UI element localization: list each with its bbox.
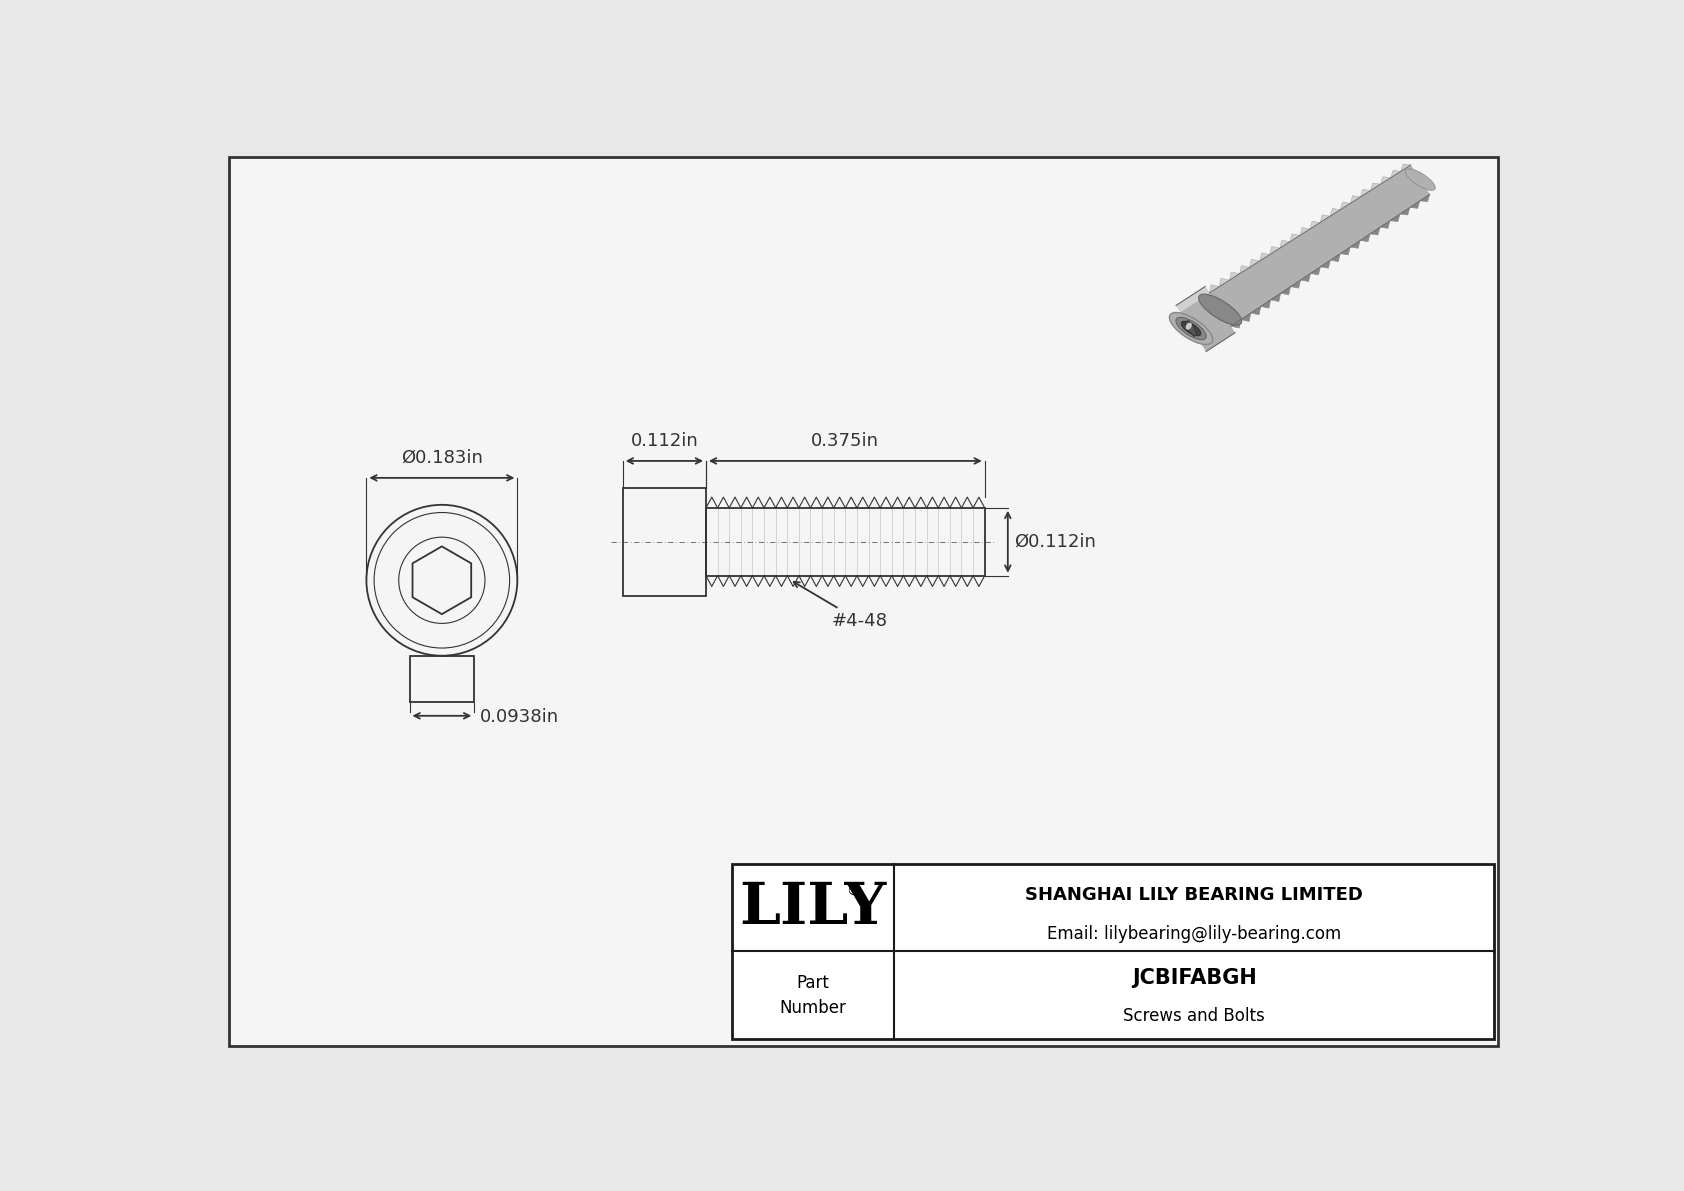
Polygon shape: [1330, 254, 1340, 262]
Text: 0.112in: 0.112in: [630, 432, 699, 450]
Polygon shape: [1290, 233, 1300, 242]
Text: Screws and Bolts: Screws and Bolts: [1123, 1008, 1265, 1025]
Text: Email: lilybearing@lily-bearing.com: Email: lilybearing@lily-bearing.com: [1047, 925, 1340, 943]
Polygon shape: [1420, 194, 1430, 201]
Text: 0.375in: 0.375in: [812, 432, 879, 450]
Polygon shape: [1270, 247, 1280, 255]
Text: 0.0938in: 0.0938in: [480, 709, 559, 727]
Polygon shape: [1186, 320, 1197, 336]
Polygon shape: [1251, 306, 1261, 314]
Ellipse shape: [1199, 294, 1241, 325]
Polygon shape: [1239, 266, 1250, 274]
Polygon shape: [1209, 285, 1219, 293]
Text: JCBIFABGH: JCBIFABGH: [1132, 968, 1256, 987]
Ellipse shape: [1175, 317, 1206, 339]
Polygon shape: [1410, 201, 1420, 208]
Polygon shape: [1290, 280, 1300, 288]
Polygon shape: [1280, 241, 1290, 248]
Polygon shape: [1209, 166, 1430, 326]
Polygon shape: [1320, 261, 1330, 268]
Polygon shape: [1361, 233, 1371, 242]
Polygon shape: [1229, 272, 1239, 280]
Bar: [623, 488, 706, 596]
Polygon shape: [1241, 313, 1251, 322]
Polygon shape: [1320, 214, 1330, 223]
Polygon shape: [1300, 227, 1310, 236]
Polygon shape: [1351, 241, 1361, 248]
Bar: [706, 507, 985, 575]
Polygon shape: [1175, 287, 1234, 351]
Polygon shape: [1261, 300, 1271, 308]
Text: Ø0.183in: Ø0.183in: [401, 449, 483, 467]
Polygon shape: [1310, 222, 1320, 229]
Polygon shape: [1280, 287, 1290, 295]
Polygon shape: [1271, 293, 1280, 301]
Text: Ø0.112in: Ø0.112in: [1014, 532, 1096, 550]
Polygon shape: [1340, 202, 1351, 210]
Bar: [409, 656, 475, 701]
Polygon shape: [1391, 170, 1401, 177]
Polygon shape: [1351, 195, 1361, 204]
Polygon shape: [1250, 260, 1260, 268]
Polygon shape: [1381, 176, 1391, 185]
Polygon shape: [1361, 189, 1371, 197]
Polygon shape: [1401, 164, 1411, 172]
Ellipse shape: [1186, 323, 1192, 330]
Polygon shape: [1231, 319, 1241, 328]
Ellipse shape: [1406, 169, 1435, 191]
Bar: [733, 863, 1494, 1040]
Text: LILY: LILY: [739, 879, 886, 935]
Polygon shape: [1399, 207, 1410, 216]
Polygon shape: [1300, 274, 1310, 281]
Text: SHANGHAI LILY BEARING LIMITED: SHANGHAI LILY BEARING LIMITED: [1026, 886, 1362, 904]
Polygon shape: [1371, 183, 1381, 191]
Ellipse shape: [1180, 322, 1201, 336]
Polygon shape: [1175, 287, 1209, 312]
Polygon shape: [1330, 208, 1340, 217]
Polygon shape: [1389, 214, 1399, 222]
Text: #4-48: #4-48: [793, 582, 887, 630]
Polygon shape: [1310, 267, 1320, 275]
Polygon shape: [1371, 227, 1381, 235]
Ellipse shape: [1169, 312, 1212, 344]
Polygon shape: [1340, 247, 1351, 255]
Text: ®: ®: [845, 885, 861, 899]
Polygon shape: [1381, 220, 1389, 229]
Text: Part
Number: Part Number: [780, 974, 847, 1017]
Polygon shape: [1219, 279, 1229, 287]
Polygon shape: [1260, 252, 1270, 261]
